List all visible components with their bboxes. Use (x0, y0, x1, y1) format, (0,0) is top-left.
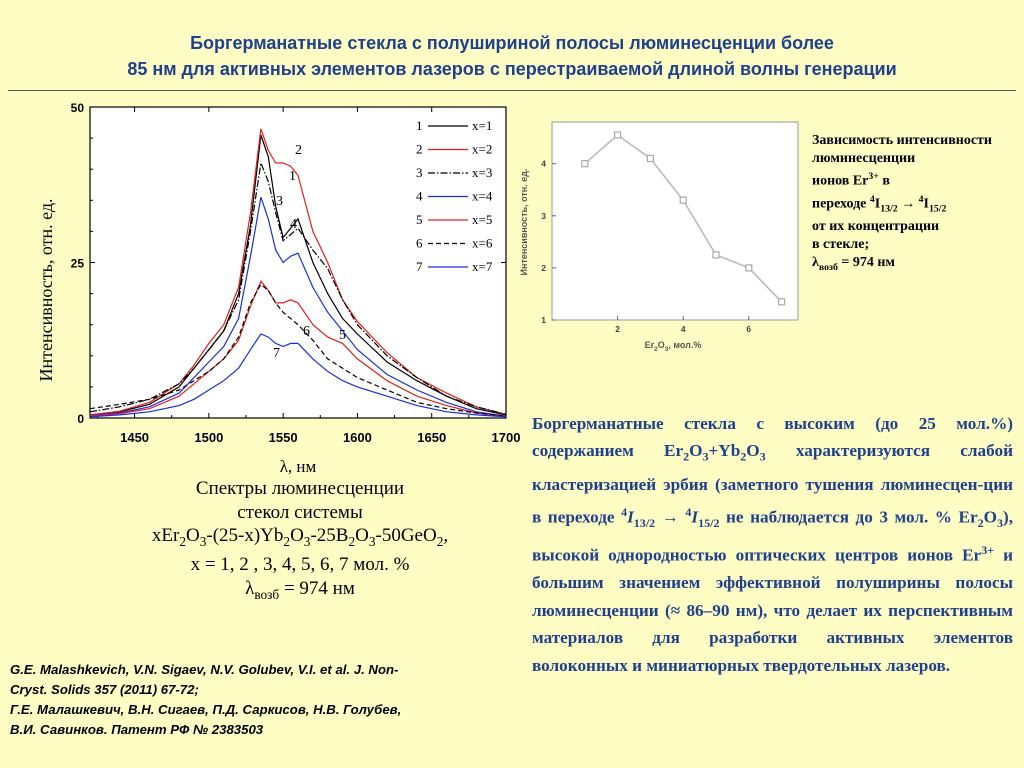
inset-desc-line-7: λвозб = 974 нм (812, 255, 895, 273)
inset-y-tick-label-1: 1 (541, 315, 546, 325)
slide-title: Боргерманатные стекла с полушириной поло… (0, 30, 1024, 82)
x-tick-label-1500: 1500 (194, 430, 223, 445)
legend-label-x=1: x=1 (472, 118, 492, 133)
series-line-x=7 (89, 333, 507, 418)
x-axis-label: λ, нм (280, 457, 317, 476)
series-line-x=3 (89, 160, 507, 415)
inset-desc-line-3: ионов Er3+ в (812, 171, 890, 189)
inset-y-tick-label-3: 3 (541, 211, 546, 221)
inset-concentration-plot: 1 2 3 4 2 4 6 Интенсивность, отн. ед. Er2O3, мол… (519, 121, 799, 353)
title-divider (8, 90, 1016, 91)
inset-point-4 (679, 196, 687, 204)
series-line-x=2 (89, 128, 507, 416)
y-tick-label-50: 50 (71, 101, 85, 115)
legend-label-x=2: x=2 (472, 142, 492, 157)
x-tick-label-1550: 1550 (269, 430, 298, 445)
legend-num-3: 3 (416, 165, 423, 180)
reference-line-4: В.И. Савинков. Патент РФ № 2383503 (10, 722, 264, 737)
legend-label-x=7: x=7 (472, 259, 493, 274)
caption-line-1: Спектры люминесценции (195, 478, 405, 499)
caption-line-3: xEr2O3-(25-x)Yb2O3-25B2O3-50GeO2, (151, 525, 449, 549)
legend-num-7: 7 (416, 259, 423, 274)
inset-point-5 (712, 251, 720, 259)
inset-point-6 (745, 264, 753, 272)
y-tick-label-0: 0 (77, 412, 84, 426)
series-line-x=1 (89, 134, 507, 416)
inset-y-axis-label: Интенсивность, отн. ед. (519, 169, 529, 276)
reference-line-1: G.E. Malashkevich, V.N. Sigaev, N.V. Gol… (10, 662, 399, 677)
curve-label-4: 4 (290, 217, 297, 232)
legend-label-x=6: x=6 (472, 236, 493, 251)
inset-point-3 (646, 154, 655, 163)
title-line-1: Боргерманатные стекла с полушириной поло… (190, 33, 834, 53)
caption-line-5: λвозб = 974 нм (245, 577, 355, 602)
inset-y-tick-label-2: 2 (541, 263, 546, 273)
curve-label-7: 7 (273, 346, 280, 361)
inset-description: Зависимость интенсивности люминесценции … (812, 132, 1024, 277)
legend-num-4: 4 (416, 189, 423, 204)
series-line-x=6 (89, 283, 507, 417)
x-tick-label-1650: 1650 (417, 430, 446, 445)
x-tick-label-1450: 1450 (120, 430, 149, 445)
inset-x-axis-label: Er2O3, мол.% (645, 340, 702, 353)
legend-label-x=3: x=3 (472, 165, 492, 180)
inset-desc-line-5: от их концентрации (812, 219, 940, 235)
x-tick-label-1600: 1600 (343, 430, 372, 445)
inset-desc-line-2: люминесценции (812, 151, 916, 166)
curve-label-5: 5 (339, 328, 346, 343)
figure-caption: Спектры люминесценции стекол системы xEr… (90, 477, 510, 606)
legend-label-x=4: x=4 (472, 189, 493, 204)
title-line-2: 85 нм для активных элементов лазеров с п… (127, 59, 897, 79)
inset-x-tick-label-4: 4 (681, 324, 686, 334)
legend-num-1: 1 (416, 118, 423, 133)
y-tick-label-25: 25 (71, 257, 85, 271)
inset-y-tick-label-4: 4 (541, 159, 546, 169)
legend-num-2: 2 (416, 142, 423, 157)
inset-frame (551, 121, 799, 321)
x-tick-label-1700: 1700 (492, 430, 521, 445)
inset-desc-line-6: в стекле; (812, 237, 870, 253)
conclusion-paragraph: Боргерманатные стекла с высоким (до 25 м… (532, 414, 1014, 675)
curve-label-6: 6 (303, 324, 310, 339)
references: G.E. Malashkevich, V.N. Sigaev, N.V. Gol… (10, 660, 520, 740)
legend-label-x=5: x=5 (472, 212, 492, 227)
inset-point-2 (613, 131, 622, 139)
series-line-x=4 (89, 197, 507, 417)
inset-x-tick-label-6: 6 (746, 324, 751, 334)
inset-point-7 (777, 298, 786, 306)
caption-line-4: x = 1, 2 , 3, 4, 5, 6, 7 мол. % (190, 554, 410, 576)
y-axis-label: Интенсивность, отн. ед. (36, 198, 56, 381)
legend-num-5: 5 (416, 212, 423, 227)
main-plot-frame (89, 106, 507, 419)
inset-desc-line-4: переходе 4I13/2 → 4I15/2 (812, 193, 947, 215)
reference-line-2: Cryst. Solids 357 (2011) 67-72; (10, 682, 199, 697)
series-line-x=5 (89, 280, 507, 418)
curve-label-1: 1 (289, 169, 296, 184)
reference-line-3: Г.Е. Малашкевич, В.Н. Сигаев, П.Д. Сарки… (10, 702, 402, 717)
curve-label-2: 2 (295, 143, 302, 158)
curve-label-3: 3 (276, 194, 283, 209)
inset-point-1 (581, 160, 589, 168)
inset-x-tick-label-2: 2 (615, 324, 620, 334)
inset-desc-line-1: Зависимость интенсивности (812, 133, 992, 148)
caption-line-2: стекол системы (237, 501, 363, 523)
legend-num-6: 6 (416, 236, 423, 251)
